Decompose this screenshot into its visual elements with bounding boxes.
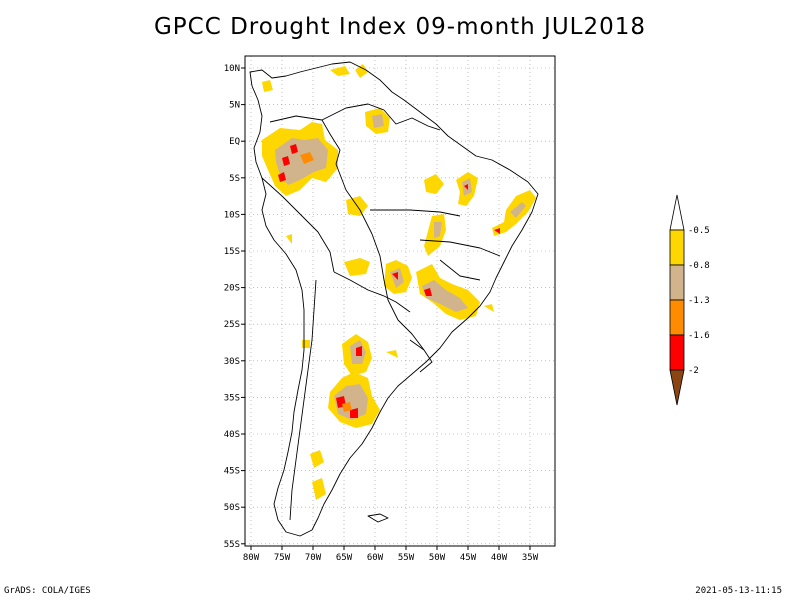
lon-label: 70W [305,553,322,563]
footer-timestamp: 2021-05-13-11:15 [695,586,782,596]
lat-label: 40S [224,430,240,440]
patch-nw-red3 [278,172,286,182]
patch-nw-orange [300,152,314,164]
patch-small2 [302,340,310,348]
legend-label-5: -2 [688,366,699,376]
patch-arg-n-red [356,346,362,356]
lon-label: 45W [460,553,477,563]
legend-arrow-top [669,194,685,231]
border-chile-arg [289,279,317,521]
footer-credit: GrADS: COLA/IGES [4,586,91,596]
legend-label-1: -0.5 [688,226,710,236]
border-brazil-states1 [370,209,461,217]
coastline [249,61,539,537]
legend-colorbar: -0.5 -0.8 -1.3 -1.6 -2 [669,194,710,406]
lat-label: 45S [224,467,240,477]
legend-label-3: -1.3 [688,296,710,306]
patch-se-small [484,304,494,312]
lon-label: 35W [522,553,539,563]
patch-se-tan [422,280,468,312]
lat-label: 10N [224,64,240,74]
lat-axis-labels: 10N 5N EQ 5S 10S 15S 20S 25S 30S 35S 40S 45S 50S 55S [224,64,245,550]
lat-label: 10S [224,210,240,220]
lat-label: 15S [224,247,240,257]
lon-label: 80W [243,553,260,563]
legend-label-4: -1.6 [688,331,710,341]
falklands [367,513,389,523]
lat-label: 50S [224,503,240,513]
patch-nw-red1 [290,144,298,154]
patch-bolivia [344,258,370,276]
patch-arg-s1 [310,450,324,468]
patch-small3 [386,350,398,358]
patch-central-tan [434,222,442,238]
patch-vz3 [262,80,273,92]
border-guyanas [383,109,441,131]
grid-lines [245,56,555,546]
lon-label: 75W [274,553,291,563]
lat-label: 20S [224,284,240,294]
border-bolivia [333,271,411,313]
drought-patches [262,64,536,500]
legend-bin-red [669,334,685,371]
patch-small1 [286,234,292,244]
lat-label: 25S [224,320,240,330]
patch-ne1-red [464,184,468,190]
map-frame [244,55,556,547]
border-uruguay [409,339,433,373]
lon-label: 65W [336,553,353,563]
patch-ne-coast-red [494,228,500,234]
legend-bin-yellow [669,229,685,266]
lon-label: 40W [491,553,508,563]
lon-label: 60W [367,553,384,563]
lat-label: 5S [229,174,240,184]
continent-outline [249,61,539,537]
lat-label: 30S [224,357,240,367]
legend-label-2: -0.8 [688,261,710,271]
lon-label: 50W [429,553,446,563]
lat-label: 55S [224,540,240,550]
patch-guyana-tan [372,114,384,128]
patch-ne-coast-tan [510,202,526,218]
border-brazil-states3 [439,259,481,281]
lat-label: EQ [229,137,240,147]
patch-arg-s2 [312,478,326,500]
map-title: GPCC Drought Index 09-month JUL2018 [153,14,647,40]
patch-mato-red [392,272,398,280]
patch-arg-mid-orange [342,402,352,412]
border-venezuela [321,103,385,121]
border-brazil-west [335,163,389,301]
border-peru [261,177,335,273]
patch-nw-red2 [282,156,290,166]
lon-label: 55W [398,553,415,563]
patch-vz2 [355,64,368,78]
patch-vz1 [330,66,350,76]
patch-para [424,174,444,194]
patch-nw-tan [275,138,328,185]
patch-arg-mid-red2 [350,408,358,418]
patch-se-red [424,288,432,296]
lon-axis-labels: 80W 75W 70W 65W 60W 55W 50W 45W 40W 35W [243,546,539,563]
border-colombia [269,115,341,165]
legend-arrow-bottom [669,369,685,406]
border-brazil-states2 [419,239,501,257]
legend-bin-orange [669,299,685,336]
lat-label: 35S [224,393,240,403]
border-paraguay [387,299,425,351]
legend-bin-tan [669,264,685,301]
lat-label: 5N [229,101,240,111]
patch-arg-mid-tan [334,384,368,420]
